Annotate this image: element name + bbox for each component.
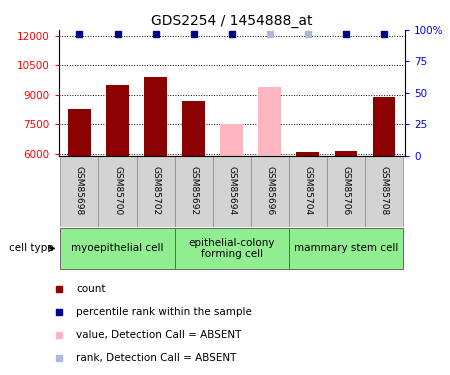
- Bar: [60, 156, 99, 227]
- Text: GSM85708: GSM85708: [379, 166, 388, 216]
- Bar: [258, 87, 281, 156]
- Bar: [68, 108, 91, 156]
- Bar: [327, 156, 365, 227]
- Bar: [182, 100, 205, 156]
- Text: GSM85700: GSM85700: [113, 166, 122, 216]
- Text: GSM85692: GSM85692: [189, 166, 198, 215]
- Text: GSM85704: GSM85704: [303, 166, 312, 215]
- Text: count: count: [76, 284, 106, 294]
- Text: GSM85702: GSM85702: [151, 166, 160, 215]
- Text: epithelial-colony
forming cell: epithelial-colony forming cell: [189, 238, 275, 259]
- Text: GSM85694: GSM85694: [227, 166, 236, 215]
- Text: cell type: cell type: [9, 243, 54, 254]
- Title: GDS2254 / 1454888_at: GDS2254 / 1454888_at: [151, 13, 312, 28]
- Text: rank, Detection Call = ABSENT: rank, Detection Call = ABSENT: [76, 353, 237, 363]
- Bar: [373, 97, 396, 156]
- Bar: [106, 85, 129, 156]
- Bar: [213, 156, 251, 227]
- Bar: [175, 156, 213, 227]
- Bar: [251, 156, 289, 227]
- Bar: [60, 228, 175, 269]
- Bar: [99, 156, 136, 227]
- Bar: [365, 156, 403, 227]
- Text: mammary stem cell: mammary stem cell: [294, 243, 398, 254]
- Bar: [220, 124, 243, 156]
- Text: GSM85696: GSM85696: [266, 166, 274, 216]
- Text: myoepithelial cell: myoepithelial cell: [71, 243, 164, 254]
- Bar: [136, 156, 175, 227]
- Bar: [297, 152, 320, 156]
- Bar: [144, 77, 167, 156]
- Bar: [289, 156, 327, 227]
- Text: GSM85706: GSM85706: [342, 166, 351, 216]
- Text: GSM85698: GSM85698: [75, 166, 84, 216]
- Bar: [334, 151, 357, 156]
- Bar: [289, 228, 403, 269]
- Text: value, Detection Call = ABSENT: value, Detection Call = ABSENT: [76, 330, 242, 340]
- Bar: [175, 228, 289, 269]
- Text: percentile rank within the sample: percentile rank within the sample: [76, 307, 252, 317]
